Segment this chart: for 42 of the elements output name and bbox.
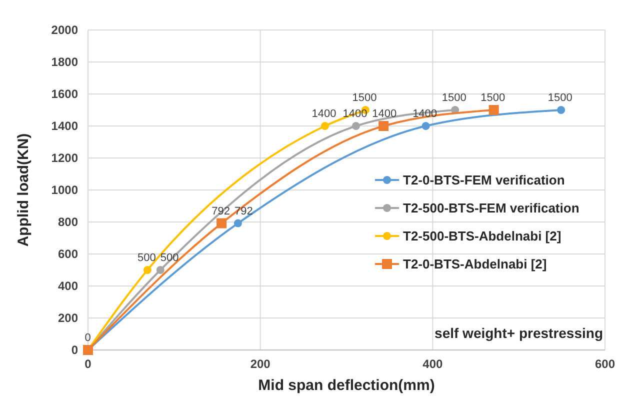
data-label: 1500 — [442, 92, 466, 104]
legend-label: T2-500-BTS-Abdelnabi [2] — [403, 228, 562, 244]
point — [378, 121, 389, 131]
point — [216, 218, 227, 228]
data-label: 1500 — [480, 92, 506, 104]
y-tick-label: 1800 — [51, 55, 78, 70]
data-label: 1500 — [352, 92, 377, 104]
y-tick-label: 1600 — [51, 87, 78, 102]
data-label: 500 — [138, 252, 156, 264]
data-label: 792 — [212, 205, 230, 218]
x-tick-label: 200 — [250, 357, 271, 371]
legend-label: T2-0-BTS-FEM verification — [403, 172, 565, 188]
y-tick-label: 800 — [58, 215, 78, 230]
x-tick-label: 600 — [594, 357, 616, 371]
point — [234, 219, 242, 228]
y-tick-label: 1000 — [51, 183, 78, 198]
data-label: 500 — [160, 252, 179, 264]
legend-label: T2-500-BTS-FEM verification — [403, 200, 580, 216]
point — [156, 266, 164, 274]
y-axis-title: Applid load(KN) — [15, 133, 32, 247]
x-tick-label: 400 — [422, 357, 443, 371]
point — [488, 105, 499, 115]
y-tick-label: 400 — [58, 279, 78, 294]
point — [143, 266, 152, 274]
y-tick-label: 200 — [58, 311, 78, 326]
x-axis-title: Mid span deflection(mm) — [258, 377, 435, 394]
annotation: self weight+ prestressing — [434, 325, 603, 341]
x-tick-label: 0 — [84, 357, 92, 371]
data-label: 0 — [84, 332, 91, 344]
y-tick-label: 1200 — [51, 151, 78, 166]
point — [422, 122, 430, 130]
data-label: 1500 — [548, 92, 572, 104]
point — [320, 122, 329, 130]
point — [352, 122, 360, 130]
y-tick-label: 1400 — [51, 119, 78, 134]
legend-label: T2-0-BTS-Abdelnabi [2] — [403, 256, 547, 272]
data-label: 1400 — [312, 108, 336, 120]
y-tick-label: 0 — [71, 343, 78, 358]
y-tick-label: 2000 — [51, 23, 78, 38]
y-tick-label: 600 — [58, 247, 78, 262]
data-label: 1400 — [372, 108, 397, 120]
point — [557, 106, 566, 114]
